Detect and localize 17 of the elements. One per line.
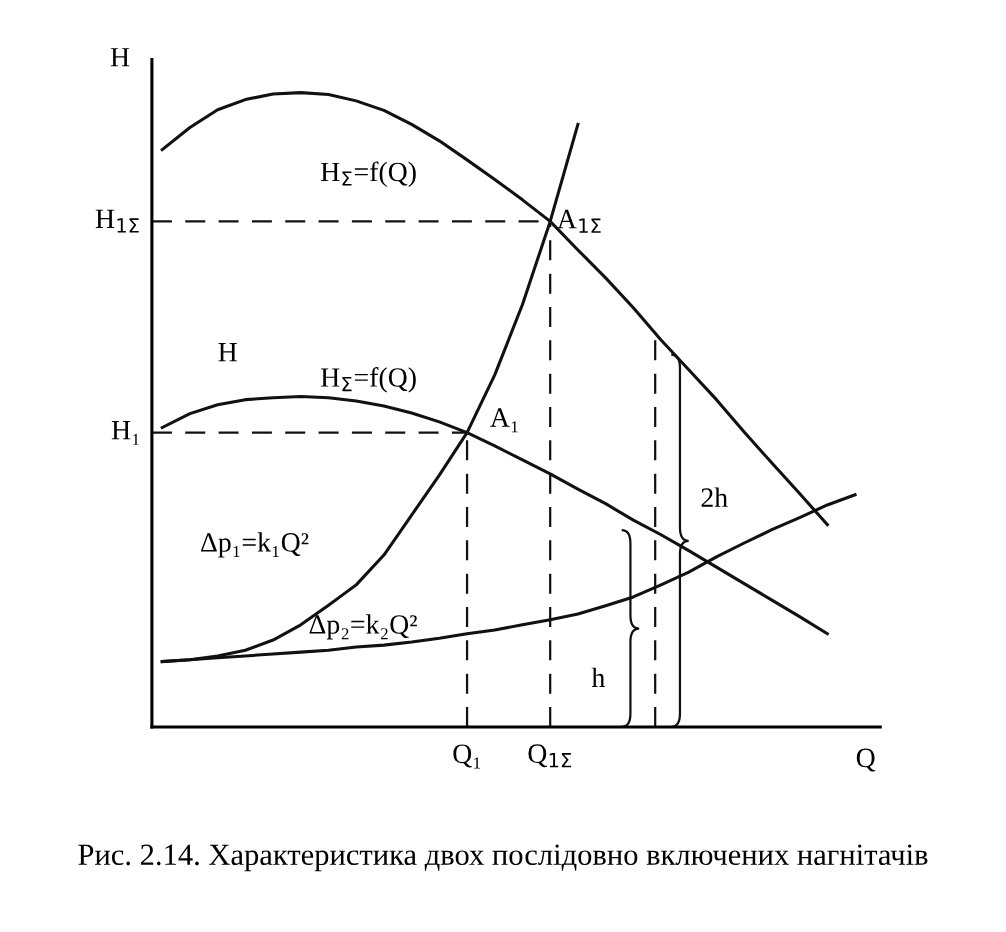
annotation: 2h — [701, 487, 728, 507]
annotation: h — [591, 667, 605, 687]
text: $_{Σ}$=f(Q) — [342, 161, 416, 187]
x-tick-label: Q$_{1Σ}$ — [528, 744, 572, 768]
annotation: H — [218, 343, 237, 362]
y-axis-title: H — [320, 162, 340, 182]
x-axis-title: Q — [856, 748, 876, 772]
annotation: A₁ — [490, 408, 518, 433]
ref-line-label: H$_{1Σ}$ — [95, 209, 139, 233]
annotation: H$_{Σ}$=f(Q) — [320, 367, 416, 393]
x-tick-label: Q₁ — [453, 744, 481, 769]
text: Рис. 2.14. Характеристика двох послідовно включених нагнітачів — [78, 844, 928, 872]
text: H — [110, 48, 130, 67]
annotation: A$_{1Σ}$ — [557, 209, 601, 233]
annotation: Δp₁=k₁Q² — [201, 532, 309, 558]
ref-line-label: H₁ — [111, 421, 139, 445]
annotation: Δp₂=k₂Q² — [309, 614, 417, 640]
